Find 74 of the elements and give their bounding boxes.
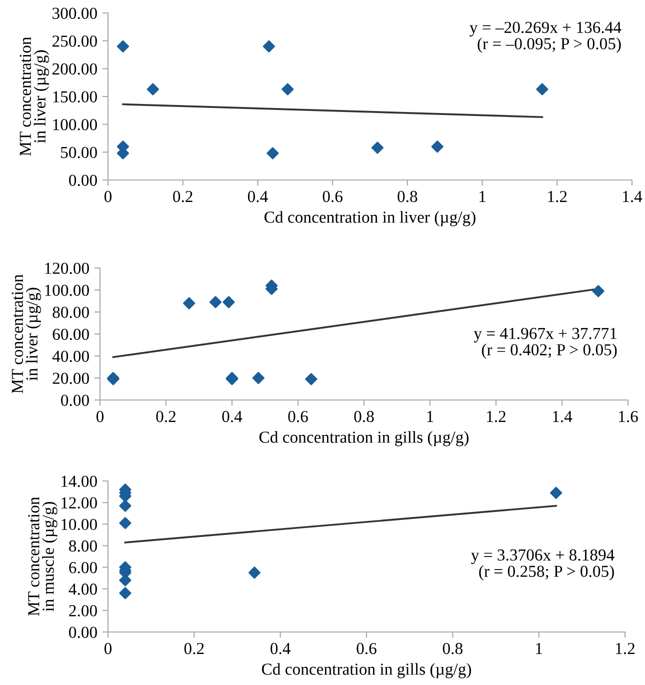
point xyxy=(183,297,196,310)
point xyxy=(536,83,548,96)
x-tick-label: 0 xyxy=(104,642,112,654)
y-tick-label: 80.00 xyxy=(52,306,89,318)
point xyxy=(248,566,261,579)
y-tick-label: 0.00 xyxy=(69,626,97,638)
x-tick-label: 1.2 xyxy=(487,410,506,422)
x-tick-label: 0.4 xyxy=(222,410,242,422)
point xyxy=(282,83,294,96)
y-tick-label: 6.00 xyxy=(69,562,97,574)
x-tick-label: 1.2 xyxy=(548,190,567,202)
x-tick-label: 0.2 xyxy=(173,190,192,202)
x-axis-title: Cd concentration in gills (µg/g) xyxy=(262,663,472,678)
x-axis-title: Cd concentration in liver (µg/g) xyxy=(264,211,476,226)
point xyxy=(431,140,444,153)
point xyxy=(305,373,318,386)
y-tick-label: 120.00 xyxy=(45,262,89,274)
y-axis-title: MT concentration in liver (µg/g) xyxy=(20,36,49,156)
y-tick-label: 0.00 xyxy=(61,394,89,406)
point xyxy=(119,516,132,530)
annotation: y = 3.3706x + 8.1894 (r = 0.258; P > 0.05) xyxy=(471,549,614,580)
point xyxy=(222,296,235,308)
point xyxy=(119,500,132,512)
x-tick-label: 1 xyxy=(427,410,434,422)
x-tick-label: 0.8 xyxy=(398,190,418,202)
y-tick-label: 8.00 xyxy=(69,540,97,552)
x-tick-label: 1.6 xyxy=(619,410,638,422)
point xyxy=(266,147,279,160)
y-tick-label: 2.00 xyxy=(69,605,97,616)
y-tick-label: 40.00 xyxy=(52,350,89,362)
x-tick-label: 1.4 xyxy=(623,190,642,202)
x-tick-label: 0.2 xyxy=(184,642,204,654)
y-tick-label: 12.00 xyxy=(62,497,97,509)
y-tick-label: 20.00 xyxy=(52,372,89,384)
x-tick-label: 0.8 xyxy=(354,410,374,422)
point xyxy=(209,296,222,308)
x-tick-label: 1.2 xyxy=(616,642,634,654)
y-tick-label: 14.00 xyxy=(62,476,97,488)
y-tick-label: 50.00 xyxy=(61,146,97,158)
y-tick-label: 0.00 xyxy=(69,174,97,186)
x-tick-label: 1 xyxy=(536,642,542,654)
annotation: y = –20.269x + 136.44 (r = –0.095; P > 0.05) xyxy=(470,22,622,53)
point xyxy=(371,142,384,154)
x-tick-label: 0.8 xyxy=(442,642,462,654)
point xyxy=(252,372,264,384)
point xyxy=(262,40,276,52)
y-axis-title: MT concentration in liver (µg/g) xyxy=(12,274,41,394)
x-axis-title: Cd concentration in gills (µg/g) xyxy=(259,431,469,446)
y-axis-title: MT concentration in muscle (µg/g) xyxy=(28,496,58,616)
point xyxy=(119,587,132,600)
y-tick-label: 4.00 xyxy=(68,584,97,595)
x-tick-label: 0.4 xyxy=(248,190,268,202)
x-tick-label: 0.2 xyxy=(156,410,176,422)
point xyxy=(146,83,159,96)
x-tick-label: 0 xyxy=(96,410,104,422)
y-tick-label: 300.00 xyxy=(52,8,97,20)
y-tick-label: 100.00 xyxy=(45,284,89,296)
x-tick-label: 0.6 xyxy=(322,190,342,202)
point xyxy=(116,40,130,52)
y-tick-label: 100.00 xyxy=(53,119,97,130)
y-tick-label: 200.00 xyxy=(52,63,97,75)
y-tick-label: 250.00 xyxy=(52,36,97,47)
y-tick-label: 150.00 xyxy=(53,91,97,103)
x-tick-label: 0 xyxy=(104,190,112,202)
point xyxy=(592,285,604,298)
y-tick-label: 60.00 xyxy=(52,328,89,340)
point xyxy=(550,486,562,499)
y-tick-label: 10.00 xyxy=(62,518,97,530)
annotation: y = 41.967x + 37.771 (r = 0.402; P > 0.05) xyxy=(474,328,617,359)
x-tick-label: 1 xyxy=(480,190,486,202)
x-tick-label: 0.6 xyxy=(356,642,376,654)
x-tick-label: 0.6 xyxy=(288,410,308,422)
x-tick-label: 1.4 xyxy=(553,410,572,422)
x-tick-label: 0.4 xyxy=(270,642,290,654)
